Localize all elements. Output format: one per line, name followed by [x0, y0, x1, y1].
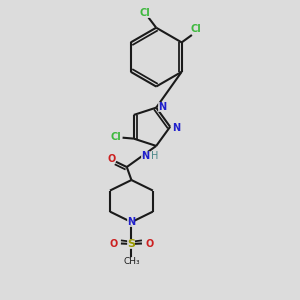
- Text: O: O: [107, 154, 116, 164]
- Text: CH₃: CH₃: [123, 257, 140, 266]
- Text: S: S: [128, 239, 135, 249]
- Text: N: N: [128, 217, 136, 227]
- Text: Cl: Cl: [140, 8, 151, 18]
- Text: Cl: Cl: [110, 132, 121, 142]
- Text: N: N: [172, 123, 180, 133]
- Text: O: O: [145, 238, 154, 248]
- Text: N: N: [158, 102, 166, 112]
- Text: N: N: [142, 151, 150, 160]
- Text: O: O: [109, 238, 118, 248]
- Text: Cl: Cl: [190, 24, 201, 34]
- Text: H: H: [151, 151, 158, 160]
